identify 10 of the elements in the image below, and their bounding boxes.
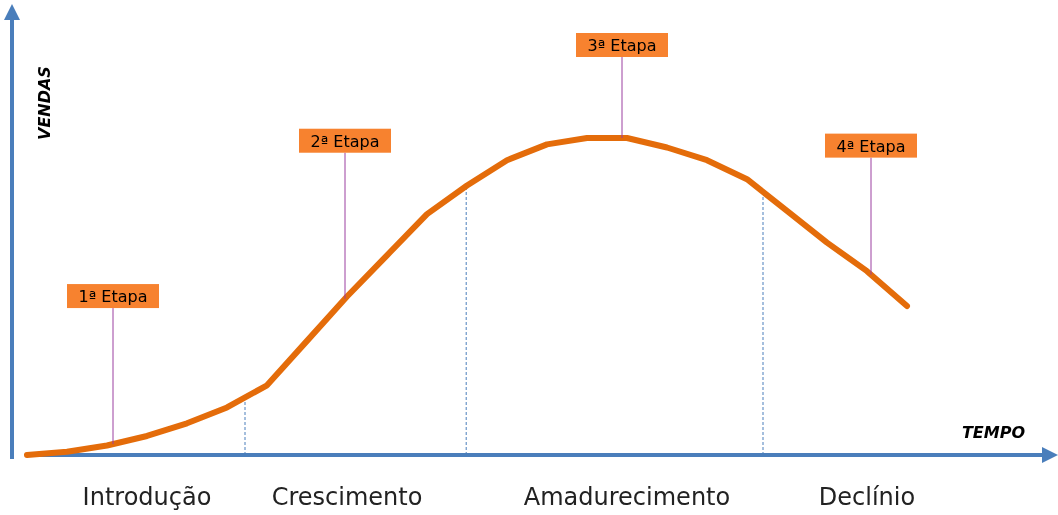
annotation: 4ª Etapa <box>836 136 906 156</box>
y-axis-title: VENDAS <box>35 66 54 140</box>
text: 3ª Etapa <box>587 36 657 55</box>
x-tick-label: Introdução <box>82 483 212 511</box>
x-axis-title: TEMPO <box>961 423 1026 442</box>
x-tick-label: Declínio <box>818 483 916 511</box>
annotation: 1ª Etapa <box>78 287 148 307</box>
x-tick-label: Crescimento <box>271 483 423 511</box>
x-tick-label: Amadurecimento <box>523 483 731 511</box>
annotation: 2ª Etapa <box>310 131 380 151</box>
